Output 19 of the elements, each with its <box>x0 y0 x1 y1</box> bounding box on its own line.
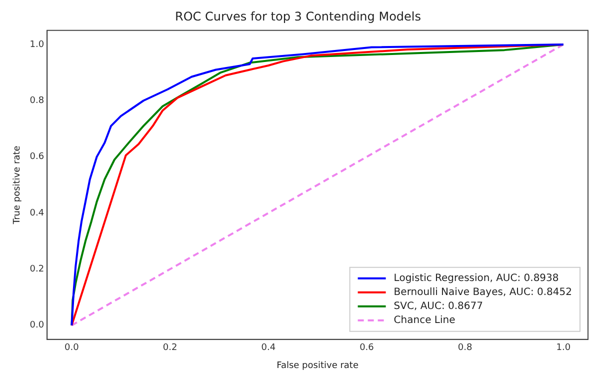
legend-label: Logistic Regression, AUC: 0.8938 <box>394 272 559 284</box>
y-tick-label: 0.0 <box>30 320 44 331</box>
x-tick-label: 1.0 <box>556 343 571 354</box>
y-tick-label: 0.4 <box>30 208 44 218</box>
y-tick-label: 0.8 <box>30 96 44 106</box>
chart-title: ROC Curves for top 3 Contending Models <box>175 9 421 24</box>
x-tick-label: 0.4 <box>261 343 276 354</box>
legend-label: SVC, AUC: 0.8677 <box>394 300 484 312</box>
legend-label: Bernoulli Naive Bayes, AUC: 0.8452 <box>394 286 572 298</box>
x-tick-label: 0.6 <box>360 343 374 354</box>
x-tick-label: 0.2 <box>162 343 178 354</box>
x-axis-title: False positive rate <box>276 360 359 371</box>
x-tick-label: 0.8 <box>458 343 472 354</box>
y-axis-title: True positive rate <box>12 145 23 226</box>
y-tick-label: 1.0 <box>30 40 44 50</box>
x-tick-label: 0.0 <box>64 343 80 354</box>
legend-label: Chance Line <box>394 314 456 326</box>
y-tick-label: 0.6 <box>30 152 44 162</box>
y-tick-label: 0.2 <box>30 264 44 275</box>
